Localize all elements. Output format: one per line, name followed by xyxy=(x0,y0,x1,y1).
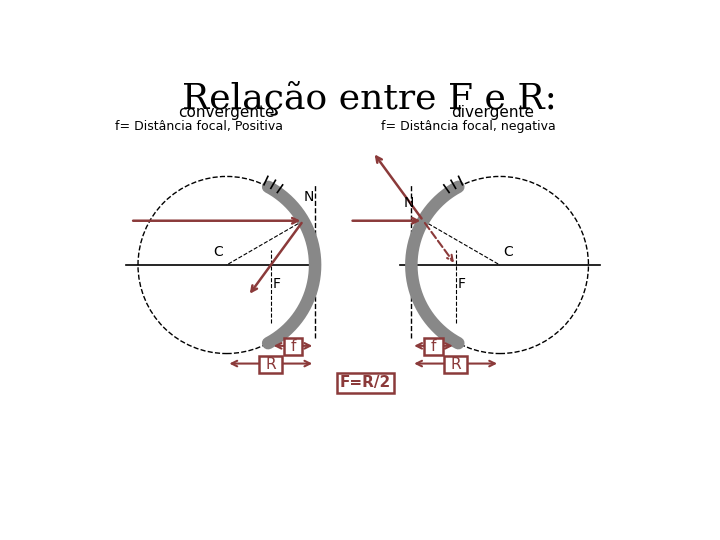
Text: R: R xyxy=(266,357,276,372)
FancyBboxPatch shape xyxy=(284,338,302,355)
FancyBboxPatch shape xyxy=(424,338,443,355)
Text: N: N xyxy=(403,197,413,211)
Text: f= Distância focal, negativa: f= Distância focal, negativa xyxy=(381,120,555,133)
Text: N: N xyxy=(304,190,315,204)
FancyBboxPatch shape xyxy=(259,356,282,373)
Text: Relação entre F e R:: Relação entre F e R: xyxy=(181,80,557,115)
FancyBboxPatch shape xyxy=(444,356,467,373)
Text: f= Distância focal, Positiva: f= Distância focal, Positiva xyxy=(115,120,283,133)
Text: f: f xyxy=(431,339,436,354)
Text: f: f xyxy=(290,339,296,354)
Text: F: F xyxy=(457,276,465,291)
Text: F: F xyxy=(272,276,280,291)
Text: R: R xyxy=(450,357,461,372)
Text: convergente: convergente xyxy=(179,105,275,120)
Text: C: C xyxy=(213,245,222,259)
FancyBboxPatch shape xyxy=(337,373,394,393)
Text: F=R/2: F=R/2 xyxy=(340,375,391,390)
Text: divergente: divergente xyxy=(451,105,534,120)
Text: C: C xyxy=(504,245,513,259)
